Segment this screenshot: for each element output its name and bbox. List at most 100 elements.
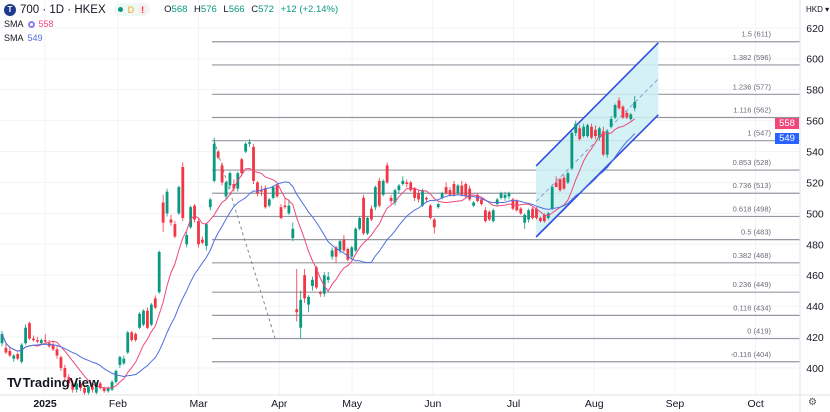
symbol-header: T 700 · 1D · HKEX D ! O568 H576 L566 C57… [4,3,338,16]
candle-body [311,279,314,287]
ohlc-readout: O568 H576 L566 C572 +12 (+2.14%) [164,4,339,15]
candle-body [397,185,401,191]
price-tick-label: 540 [806,147,824,159]
candle-body [130,332,134,341]
candle-body [503,194,507,198]
fib-level-label: 0.236 (449) [733,280,772,289]
sma-legend-fast[interactable]: SMA 558 [4,19,54,29]
gear-icon[interactable]: ⚙ [808,397,817,408]
time-tick-label: Mar [190,398,209,410]
symbol-title[interactable]: 700 · 1D · HKEX [20,3,106,16]
candle-body [594,129,597,137]
candle-body [102,388,106,392]
candle-body [574,123,578,133]
candle-body [464,183,468,197]
status-pill[interactable]: D ! [113,3,151,16]
candle-body [629,114,633,120]
candle-body [425,197,428,200]
market-open-dot-icon [117,7,123,12]
price-tick-label: 560 [806,116,824,128]
candle-body [208,199,212,208]
candle-body [370,208,373,220]
candle-body [570,132,574,169]
change-value: +12 (+2.14%) [280,4,339,15]
candle-body [271,187,275,198]
candle-body [432,219,436,228]
candle-body [315,267,318,288]
candle-body [342,239,346,251]
candle-body [409,182,413,191]
candle-body [98,383,102,389]
candle-body [472,202,475,206]
candle-body [39,340,43,344]
candle-body [106,388,110,392]
candle-body [625,112,629,118]
candle-body [507,193,511,197]
candle-body [59,357,63,368]
candle-body [267,199,271,206]
candle-body [460,185,464,195]
fib-level-label: 1 (547) [747,129,771,138]
candle-body [511,199,515,209]
alert-badge: ! [139,4,147,15]
candle-body [295,309,299,313]
candle-body [322,275,326,294]
candle-body [491,210,495,222]
candle-body [185,234,189,245]
time-axis[interactable]: 2025 Feb Mar Apr May Jun Jul Aug Sep Oct [33,398,764,410]
candle-body [421,190,424,206]
fib-retracement[interactable]: 1.5 (611) 1.382 (596) 1.236 (577) 1.116 (56… [212,30,800,363]
candle-body [83,388,86,393]
time-tick-label: 2025 [33,398,57,410]
sma-lines [1,118,636,389]
candle-body [224,182,228,197]
loading-ring-icon [27,20,35,28]
time-tick-label: Aug [585,398,604,410]
candle-body [350,247,354,257]
candle-body [334,247,338,257]
delayed-badge: D [127,4,135,15]
candle-body [539,217,542,222]
candle-body [189,207,193,228]
candle-body [0,333,4,344]
candle-body [122,358,126,364]
fib-level-label: -0.116 (404) [731,350,772,359]
time-tick-label: May [342,398,363,410]
candle-body [436,204,440,208]
candle-body [114,371,118,382]
candle-body [318,292,322,294]
candle-body [605,131,609,155]
candle-body [165,191,169,214]
tradingview-mark-icon: TV [7,375,22,390]
price-tick-label: 500 [806,208,824,220]
candle-body [146,310,149,328]
price-tick-label: 440 [806,301,824,313]
price-tick-label: 480 [806,239,824,251]
candle-body [90,386,94,390]
tradingview-logo[interactable]: TV TradingView [7,375,99,390]
candle-body [499,193,503,198]
candle-body [259,190,263,192]
candle-body [362,197,365,234]
sma-legend-slow[interactable]: SMA 549 [4,33,43,43]
candle-body [55,349,59,356]
candle-body [256,182,259,194]
fib-trend-line [213,140,276,339]
candle-body [366,217,369,234]
candle-body [228,173,232,186]
candle-body [263,188,267,208]
candle-body [480,199,483,205]
candle-body [118,357,122,365]
candle-body [586,125,589,137]
candle-body [326,276,330,280]
price-axis[interactable]: 620 600 580 560 540 520 500 480 460 440 420 400 [806,23,824,375]
candle-body [554,182,558,188]
candle-body [51,344,55,350]
candle-body [20,344,24,362]
tencent-logo-icon: T [4,3,16,16]
time-tick-label: Oct [747,398,763,410]
currency-selector[interactable]: HKD ▾ [806,5,830,14]
candle-body [566,173,570,183]
candle-body [193,205,196,220]
